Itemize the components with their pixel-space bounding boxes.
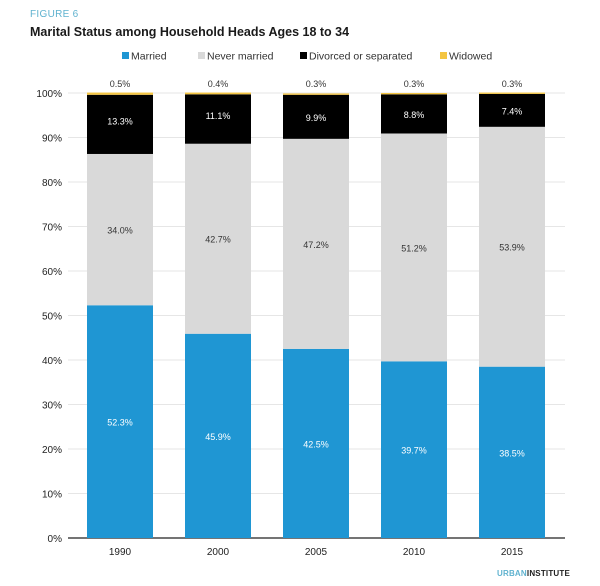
y-tick-label: 10% bbox=[42, 490, 62, 501]
x-tick-label: 2000 bbox=[207, 547, 230, 558]
legend-swatch bbox=[198, 52, 205, 59]
y-tick-label: 100% bbox=[36, 89, 62, 100]
y-tick-label: 30% bbox=[42, 401, 62, 412]
bar-segment bbox=[283, 94, 349, 139]
data-label: 13.3% bbox=[107, 116, 133, 126]
bar-segment bbox=[87, 94, 153, 154]
data-label: 0.5% bbox=[110, 79, 131, 89]
data-label: 34.0% bbox=[107, 226, 133, 236]
y-tick-label: 70% bbox=[42, 223, 62, 234]
bar-segment bbox=[381, 93, 447, 95]
data-label: 45.9% bbox=[205, 432, 231, 442]
legend-swatch bbox=[440, 52, 447, 59]
logo-part-1: URBAN bbox=[497, 569, 527, 578]
bar-segment bbox=[381, 361, 447, 538]
data-label: 39.7% bbox=[401, 446, 427, 456]
y-tick-label: 50% bbox=[42, 312, 62, 323]
bar-segment bbox=[185, 94, 251, 144]
logo-part-2: INSTITUTE bbox=[526, 569, 571, 578]
bar-segment bbox=[479, 92, 545, 94]
y-tick-label: 40% bbox=[42, 356, 62, 367]
data-label: 11.1% bbox=[206, 111, 231, 121]
bar-segment bbox=[479, 126, 545, 367]
data-label: 38.5% bbox=[499, 448, 525, 458]
data-label: 47.2% bbox=[303, 240, 329, 250]
data-label: 0.3% bbox=[306, 79, 327, 89]
data-label: 9.9% bbox=[306, 113, 327, 123]
bar-segment bbox=[479, 366, 545, 538]
legend-label: Widowed bbox=[449, 51, 492, 63]
legend-label: Divorced or separated bbox=[309, 51, 412, 63]
legend-swatch bbox=[300, 52, 307, 59]
data-label: 8.8% bbox=[404, 110, 425, 120]
data-label: 51.2% bbox=[401, 243, 427, 253]
y-tick-label: 20% bbox=[42, 445, 62, 456]
chart-title: Marital Status among Household Heads Age… bbox=[30, 25, 350, 39]
data-label: 53.9% bbox=[499, 243, 525, 253]
urban-institute-logo: URBANINSTITUTE bbox=[497, 569, 570, 578]
legend-label: Never married bbox=[207, 51, 274, 63]
legend-label: Married bbox=[131, 51, 167, 63]
x-tick-label: 1990 bbox=[109, 547, 132, 558]
x-tick-label: 2015 bbox=[501, 547, 524, 558]
figure-label: FIGURE 6 bbox=[30, 9, 79, 20]
bar-segment bbox=[185, 333, 251, 538]
bar-segment bbox=[185, 92, 251, 95]
bar-segment bbox=[185, 143, 251, 334]
bar-segment bbox=[87, 305, 153, 538]
data-label: 42.7% bbox=[205, 235, 231, 245]
data-label: 7.4% bbox=[502, 106, 523, 116]
bar-segment bbox=[283, 348, 349, 538]
y-tick-label: 60% bbox=[42, 267, 62, 278]
data-label: 0.4% bbox=[208, 79, 229, 89]
data-label: 0.3% bbox=[404, 79, 425, 89]
bar-segment bbox=[479, 93, 545, 127]
bar-segment bbox=[87, 92, 153, 95]
data-label: 42.5% bbox=[303, 439, 329, 449]
bar-segment bbox=[87, 153, 153, 306]
y-tick-label: 80% bbox=[42, 178, 62, 189]
bar-segment bbox=[381, 94, 447, 134]
x-tick-label: 2010 bbox=[403, 547, 426, 558]
y-tick-label: 90% bbox=[42, 134, 62, 145]
bar-segment bbox=[381, 133, 447, 362]
x-tick-label: 2005 bbox=[305, 547, 328, 558]
y-tick-label: 0% bbox=[48, 534, 63, 545]
bar-segment bbox=[283, 93, 349, 95]
data-label: 0.3% bbox=[502, 79, 523, 89]
legend-swatch bbox=[122, 52, 129, 59]
data-label: 52.3% bbox=[107, 418, 133, 428]
bar-segment bbox=[283, 138, 349, 349]
